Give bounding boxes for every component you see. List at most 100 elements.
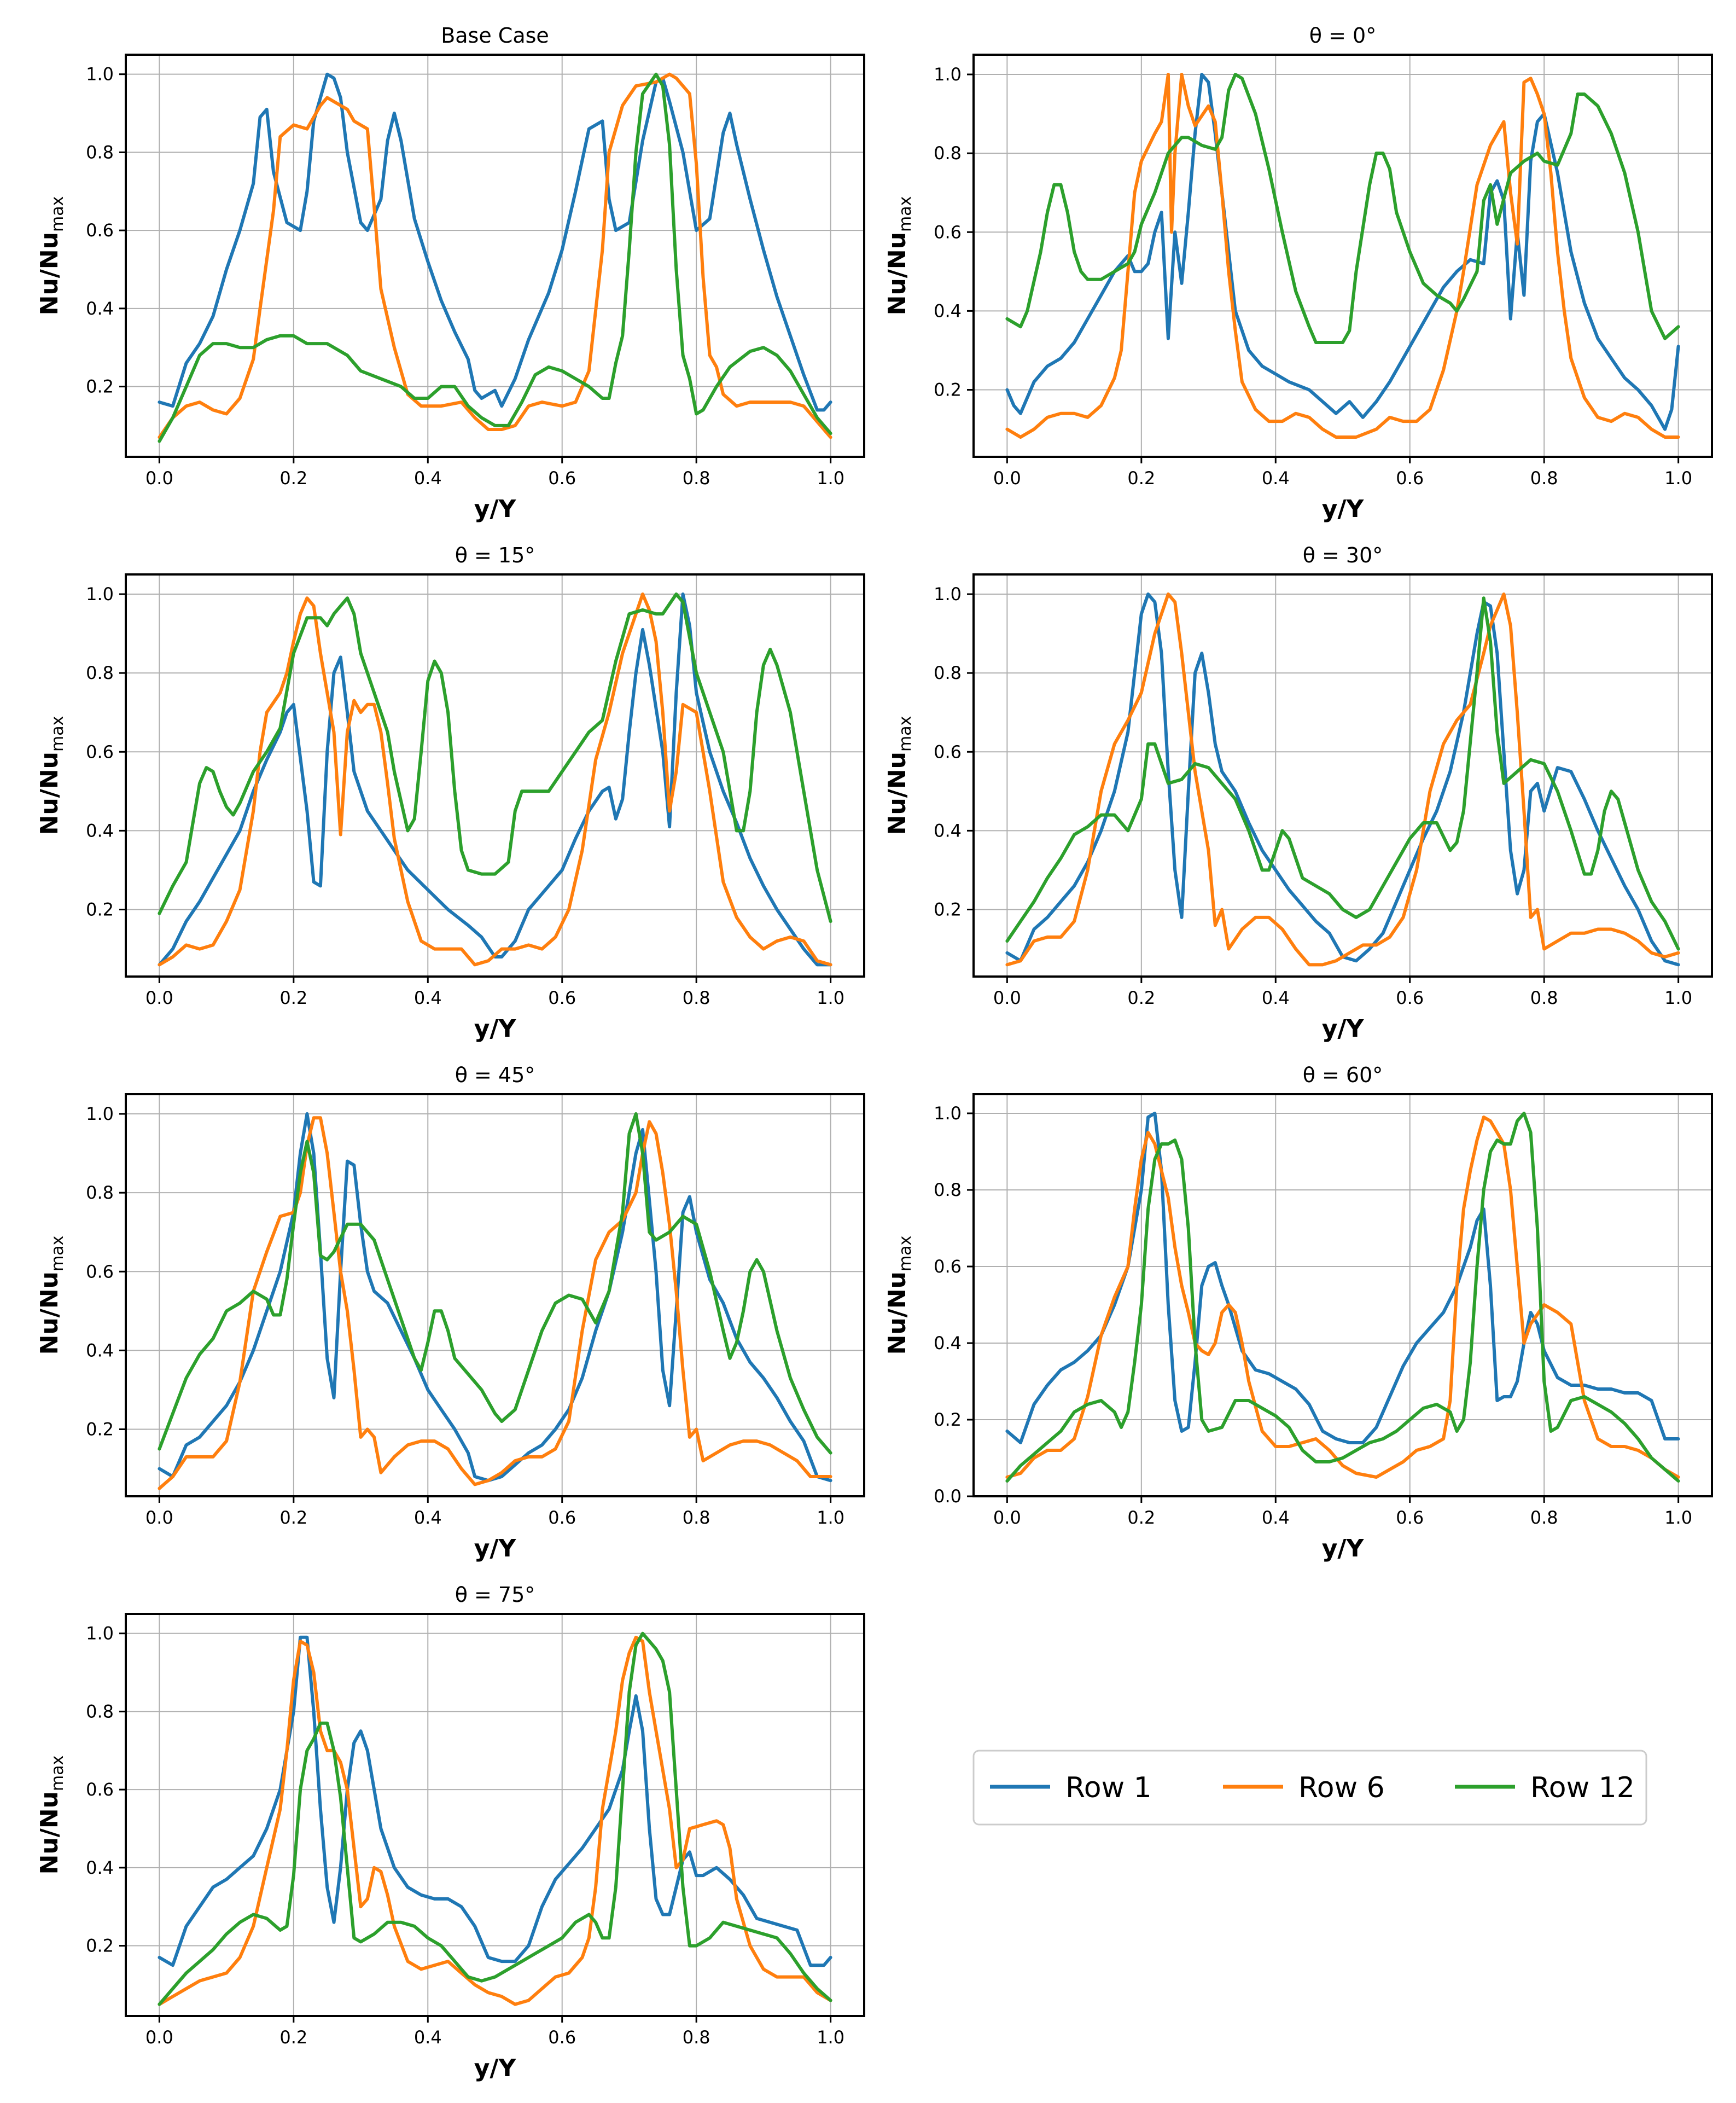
y-tick-label: 0.2 (86, 1419, 114, 1440)
x-axis-label: y/Y (1322, 495, 1365, 523)
subplot-title: θ = 30° (1303, 543, 1383, 567)
y-tick-label: 1.0 (934, 64, 962, 85)
x-tick-label: 0.8 (1530, 987, 1558, 1008)
subplot-title: θ = 60° (1303, 1063, 1383, 1087)
y-axis-label-main: Nu/Nu (36, 1271, 63, 1355)
y-tick-label: 0.8 (934, 143, 962, 164)
x-tick-label: 0.2 (1127, 1507, 1155, 1528)
y-tick-label: 0.6 (86, 741, 114, 762)
y-tick-label: 0.0 (934, 1486, 962, 1507)
x-tick-label: 0.6 (1396, 987, 1424, 1008)
y-tick-label: 0.4 (934, 1333, 962, 1353)
x-axis-label: y/Y (474, 2054, 517, 2082)
y-tick-label: 0.8 (86, 663, 114, 683)
y-axis-label-subscript: max (48, 196, 67, 232)
x-tick-label: 0.0 (145, 468, 173, 489)
subplot-7: 0.0 0.2 0.4 0.6 0.8 1.0 0.2 0.4 0.6 0.8 1.0 θ = 75°… (36, 1583, 865, 2082)
y-tick-label: 0.8 (934, 663, 962, 683)
y-tick-label: 0.4 (86, 298, 114, 319)
y-axis-label: Nu/Numax (36, 716, 67, 835)
axes-frame (125, 1613, 865, 2017)
y-axis-label-subscript: max (896, 1236, 915, 1271)
y-axis-label-subscript: max (48, 1756, 67, 1791)
y-tick-label: 0.4 (86, 820, 114, 841)
x-tick-label: 0.0 (993, 987, 1021, 1008)
x-tick-label: 0.0 (145, 2027, 173, 2048)
y-tick-label: 0.4 (934, 300, 962, 321)
y-tick-label: 0.8 (934, 1180, 962, 1200)
y-tick-label: 0.2 (86, 1936, 114, 1956)
x-tick-label: 0.6 (548, 468, 576, 489)
series-line-row-1 (158, 1112, 832, 1483)
axes-frame (972, 54, 1713, 458)
y-tick-label: 0.6 (934, 741, 962, 762)
y-tick-label: 0.6 (934, 222, 962, 242)
subplot-1: 0.0 0.2 0.4 0.6 0.8 1.0 0.2 0.4 0.6 0.8 1.0 Base Ca… (36, 24, 865, 523)
series-line-row-1 (1005, 1112, 1680, 1444)
y-tick-label: 1.0 (86, 584, 114, 605)
x-tick-label: 0.2 (279, 468, 307, 489)
x-axis-label: y/Y (474, 495, 517, 523)
x-tick-label: 0.6 (1396, 468, 1424, 489)
y-tick-label: 0.2 (934, 899, 962, 920)
y-axis-label-subscript: max (896, 196, 915, 232)
legend-label-row-12: Row 12 (1530, 1771, 1635, 1804)
y-axis-label-main: Nu/Nu (883, 1271, 911, 1355)
y-tick-label: 0.6 (86, 220, 114, 241)
x-tick-label: 1.0 (1664, 1507, 1692, 1528)
legend-label-row-1: Row 1 (1065, 1771, 1152, 1804)
series-line-row-12 (158, 1631, 832, 2006)
x-axis-label: y/Y (1322, 1535, 1365, 1562)
y-axis-label: Nu/Numax (36, 1756, 67, 1875)
y-tick-label: 0.4 (934, 820, 962, 841)
subplots-container: 0.0 0.2 0.4 0.6 0.8 1.0 0.2 0.4 0.6 0.8 1.0 Base Ca… (36, 24, 1713, 2082)
y-axis-label: Nu/Numax (883, 196, 915, 316)
y-tick-label: 1.0 (86, 1623, 114, 1644)
y-axis-label-main: Nu/Nu (36, 232, 63, 315)
y-tick-label: 0.2 (934, 380, 962, 400)
y-tick-label: 0.6 (86, 1779, 114, 1800)
y-tick-label: 0.8 (86, 1701, 114, 1722)
x-tick-label: 0.4 (414, 987, 442, 1008)
y-axis-label-subscript: max (896, 716, 915, 752)
x-tick-label: 0.8 (1530, 468, 1558, 489)
axes-frame (125, 54, 865, 458)
legend-frame (972, 1750, 1647, 1826)
y-axis-label-main: Nu/Nu (883, 232, 911, 315)
x-tick-label: 0.8 (683, 2027, 710, 2048)
legend-label-row-6: Row 6 (1298, 1771, 1385, 1804)
x-tick-label: 0.6 (548, 987, 576, 1008)
series-line-row-6 (158, 592, 832, 967)
x-tick-label: 0.6 (1396, 1507, 1424, 1528)
y-axis-label: Nu/Numax (883, 716, 915, 835)
series-line-row-12 (1005, 73, 1680, 344)
axes-frame (972, 1093, 1713, 1497)
y-tick-label: 0.4 (86, 1340, 114, 1361)
y-axis-label: Nu/Numax (883, 1236, 915, 1355)
subplot-title: Base Case (441, 24, 549, 48)
x-tick-label: 0.0 (145, 1507, 173, 1528)
x-tick-label: 0.4 (1262, 987, 1290, 1008)
y-axis-label: Nu/Numax (36, 196, 67, 316)
x-tick-label: 0.4 (1262, 468, 1290, 489)
y-tick-label: 0.2 (86, 899, 114, 920)
y-axis-label-main: Nu/Nu (36, 752, 63, 835)
series-line-row-6 (158, 72, 832, 439)
series-line-row-1 (158, 1635, 832, 1967)
series-line-row-1 (158, 72, 832, 412)
x-tick-label: 0.4 (414, 2027, 442, 2048)
y-tick-label: 0.4 (86, 1857, 114, 1878)
x-axis-label: y/Y (1322, 1015, 1365, 1043)
x-tick-label: 0.6 (548, 1507, 576, 1528)
x-tick-label: 0.2 (279, 1507, 307, 1528)
y-tick-label: 0.2 (86, 376, 114, 397)
series-line-row-6 (158, 1635, 832, 2006)
x-tick-label: 1.0 (817, 987, 844, 1008)
x-tick-label: 0.2 (279, 2027, 307, 2048)
subplot-2: 0.0 0.2 0.4 0.6 0.8 1.0 0.2 0.4 0.6 0.8 1.0 θ = 0° y… (883, 24, 1713, 523)
x-tick-label: 0.8 (1530, 1507, 1558, 1528)
series-line-row-6 (1005, 592, 1680, 967)
x-axis-label: y/Y (474, 1015, 517, 1043)
series-line-row-6 (1005, 1116, 1680, 1479)
